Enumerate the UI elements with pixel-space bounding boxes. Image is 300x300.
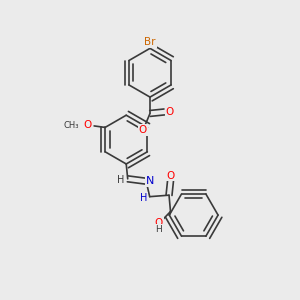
- Text: H: H: [155, 225, 162, 234]
- Text: H: H: [140, 193, 147, 203]
- Text: O: O: [154, 218, 163, 228]
- Text: H: H: [117, 175, 124, 185]
- Text: O: O: [83, 120, 92, 130]
- Text: CH₃: CH₃: [64, 121, 79, 130]
- Text: O: O: [138, 125, 147, 135]
- Text: O: O: [167, 171, 175, 181]
- Text: N: N: [146, 176, 154, 186]
- Text: Br: Br: [144, 37, 156, 47]
- Text: O: O: [166, 107, 174, 117]
